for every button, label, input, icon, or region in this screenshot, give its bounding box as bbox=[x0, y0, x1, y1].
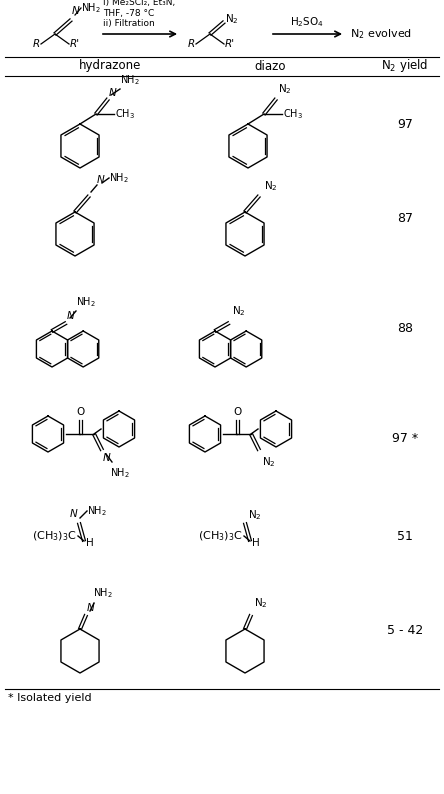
Text: (CH$_3$)$_3$C: (CH$_3$)$_3$C bbox=[32, 529, 77, 543]
Text: * Isolated yield: * Isolated yield bbox=[8, 693, 91, 703]
Text: i) Me₂SCl₂, Et₃N,
THF, -78 °C
ii) Filtration: i) Me₂SCl₂, Et₃N, THF, -78 °C ii) Filtra… bbox=[103, 0, 175, 28]
Text: N$_2$: N$_2$ bbox=[262, 455, 276, 468]
Text: N$_2$ evolved: N$_2$ evolved bbox=[350, 27, 412, 41]
Text: N$_2$: N$_2$ bbox=[278, 83, 292, 96]
Text: NH$_2$: NH$_2$ bbox=[76, 295, 96, 309]
Text: NH$_2$: NH$_2$ bbox=[110, 466, 130, 480]
Text: N$_2$: N$_2$ bbox=[232, 304, 246, 318]
Text: H$_2$SO$_4$: H$_2$SO$_4$ bbox=[290, 15, 324, 29]
Text: N$_2$: N$_2$ bbox=[254, 596, 268, 610]
Text: N: N bbox=[97, 175, 105, 185]
Text: NH$_2$: NH$_2$ bbox=[93, 586, 113, 600]
Text: 97: 97 bbox=[397, 118, 413, 130]
Text: N: N bbox=[87, 603, 95, 613]
Text: N$_2$: N$_2$ bbox=[248, 508, 262, 522]
Text: diazo: diazo bbox=[254, 60, 286, 72]
Text: R: R bbox=[33, 39, 40, 49]
Text: 88: 88 bbox=[397, 322, 413, 336]
Text: CH$_3$: CH$_3$ bbox=[115, 107, 135, 121]
Text: N: N bbox=[72, 6, 80, 16]
Text: hydrazone: hydrazone bbox=[79, 60, 141, 72]
Text: NH$_2$: NH$_2$ bbox=[87, 504, 107, 518]
Text: 51: 51 bbox=[397, 530, 413, 542]
Text: CH$_3$: CH$_3$ bbox=[283, 107, 303, 121]
Text: NH$_2$: NH$_2$ bbox=[120, 73, 140, 87]
Text: H: H bbox=[86, 538, 94, 548]
Text: N: N bbox=[103, 453, 111, 463]
Text: R: R bbox=[188, 39, 195, 49]
Text: (CH$_3$)$_3$C: (CH$_3$)$_3$C bbox=[198, 529, 243, 543]
Text: NH$_2$: NH$_2$ bbox=[81, 1, 101, 15]
Text: O: O bbox=[76, 407, 84, 417]
Text: N$_2$ yield: N$_2$ yield bbox=[381, 57, 428, 75]
Text: N$_2$: N$_2$ bbox=[225, 12, 239, 26]
Text: O: O bbox=[233, 407, 241, 417]
Text: H: H bbox=[252, 538, 260, 548]
Text: N: N bbox=[109, 88, 117, 98]
Text: 5 - 42: 5 - 42 bbox=[387, 625, 423, 638]
Text: 87: 87 bbox=[397, 213, 413, 225]
Text: N$_2$: N$_2$ bbox=[264, 179, 278, 193]
Text: R': R' bbox=[225, 39, 235, 49]
Text: N: N bbox=[67, 311, 75, 321]
Text: N: N bbox=[69, 509, 77, 519]
Text: 97 *: 97 * bbox=[392, 433, 418, 445]
Text: R': R' bbox=[70, 39, 80, 49]
Text: NH$_2$: NH$_2$ bbox=[109, 171, 129, 185]
